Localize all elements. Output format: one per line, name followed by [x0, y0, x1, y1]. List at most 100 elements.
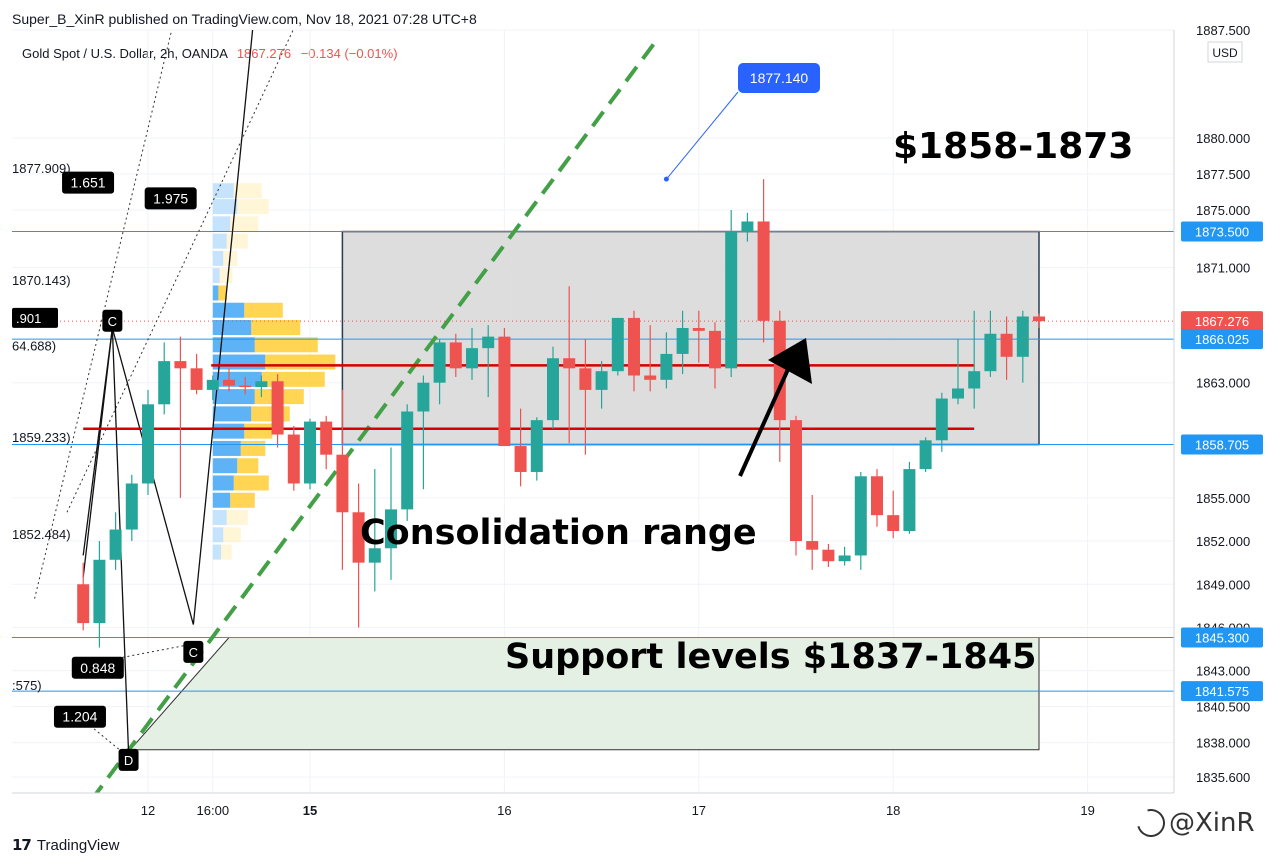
pattern-point: [183, 640, 204, 663]
y-tick-label: 1863.000: [1196, 376, 1250, 391]
tradingview-logo-icon: 17: [12, 836, 32, 854]
candle-down: [563, 358, 576, 369]
candle-down: [579, 368, 592, 390]
volume-bar-up: [212, 527, 224, 543]
support-annotation: Support levels $1837-1845: [505, 637, 1036, 677]
fib-badge: [71, 656, 124, 679]
price-axis-label: [1181, 329, 1263, 350]
volume-profile: [212, 183, 336, 560]
fib-badge-label: 1.651: [71, 175, 106, 191]
candle-up: [433, 342, 446, 383]
price-axis-label-text: 1858.705: [1195, 438, 1249, 453]
price-axis-label-text: 1866.025: [1195, 332, 1249, 347]
candle-down: [352, 512, 365, 563]
candle-up: [530, 420, 543, 472]
candle-down: [709, 330, 721, 369]
candle-down: [692, 328, 705, 331]
candle-up: [482, 336, 495, 349]
candle-down: [773, 320, 786, 421]
candle-down: [449, 342, 462, 369]
currency-badge: [1207, 41, 1243, 63]
volume-bar-down: [221, 544, 232, 560]
candle-up: [385, 509, 397, 549]
volume-bar-down: [233, 183, 262, 199]
volume-bar-up: [212, 285, 219, 301]
volume-bar-up: [212, 510, 227, 526]
pattern-point-label: C: [189, 645, 198, 660]
fib-badge-label: 1.204: [62, 709, 97, 725]
candle-up: [401, 411, 414, 510]
candle-up: [1016, 316, 1029, 357]
volume-bar-down: [219, 268, 233, 284]
candle-down: [806, 541, 819, 550]
pattern-point: [118, 748, 139, 771]
volume-bar-up: [212, 302, 245, 318]
price-change: −0.134 (−0.01%): [300, 46, 398, 61]
left-price-label: 1852.484): [12, 527, 71, 542]
candle-up: [660, 353, 673, 380]
fib-badge: [62, 171, 115, 194]
fib-ray: [83, 642, 197, 666]
candle-up: [984, 333, 997, 372]
price-axis-label: [1181, 434, 1263, 455]
price-axis-label-text: 1845.300: [1195, 631, 1249, 646]
volume-bar-down: [226, 510, 248, 526]
pattern-point: [102, 309, 123, 332]
watermark-label: @XinR: [1169, 808, 1255, 838]
price-axis-label: [1181, 681, 1263, 702]
volume-bar-down: [230, 216, 259, 232]
candle-down: [223, 379, 235, 386]
volume-bar-down: [261, 371, 325, 387]
pattern-leg-up: [192, 30, 254, 625]
symbol-name: Gold Spot / U.S. Dollar, 2h, OANDA: [22, 46, 228, 61]
volume-bar-up: [212, 216, 231, 232]
candle-down: [790, 420, 802, 542]
candles: [77, 179, 1045, 648]
candle-down: [822, 549, 835, 562]
left-price-label: 1870.143): [12, 273, 71, 288]
x-tick-label: 18: [886, 803, 900, 818]
candle-up: [952, 388, 964, 399]
x-tick-label: 16: [497, 803, 511, 818]
fib-ray: [66, 30, 294, 513]
tradingview-logo[interactable]: 17 TradingView: [12, 836, 119, 854]
pattern-point-label: D: [124, 753, 133, 768]
weibo-icon: [1131, 803, 1171, 843]
callout-box: [738, 63, 820, 93]
price-axis-label: [1181, 221, 1263, 242]
candle-up: [935, 398, 948, 441]
volume-bar-down: [237, 199, 269, 215]
volume-bar-up: [212, 199, 238, 215]
candle-up: [838, 555, 851, 562]
candle-down: [336, 454, 349, 513]
left-price-label: .901: [16, 311, 41, 326]
author-watermark: @XinR: [1131, 803, 1255, 843]
fib-badge: [53, 705, 106, 728]
volume-bar-down: [244, 423, 273, 439]
candle-down: [628, 317, 640, 376]
y-tick-label: 1838.000: [1196, 736, 1250, 751]
y-tick-label: 1849.000: [1196, 577, 1250, 592]
price-axis-label-text: 1873.500: [1195, 225, 1249, 240]
candle-up: [968, 371, 981, 389]
candle-down: [77, 584, 90, 624]
currency-label: USD: [1212, 46, 1238, 60]
candle-up: [93, 559, 106, 624]
arrow-head: [768, 338, 812, 384]
volume-bar-down: [254, 337, 318, 353]
volume-bar-down: [218, 285, 227, 301]
volume-bar-down: [237, 458, 259, 474]
callout-line: [666, 91, 739, 180]
candle-up: [725, 231, 738, 369]
volume-bar-up: [212, 389, 255, 405]
y-tick-label: 1875.000: [1196, 203, 1250, 218]
candle-up: [854, 476, 867, 556]
volume-bar-up: [212, 458, 238, 474]
candle-up: [417, 382, 430, 412]
price-axis-label: [1181, 627, 1263, 648]
candle-down: [190, 368, 203, 390]
candle-up: [903, 469, 916, 531]
volume-bar-up: [212, 250, 224, 266]
volume-bar-up: [212, 337, 255, 353]
